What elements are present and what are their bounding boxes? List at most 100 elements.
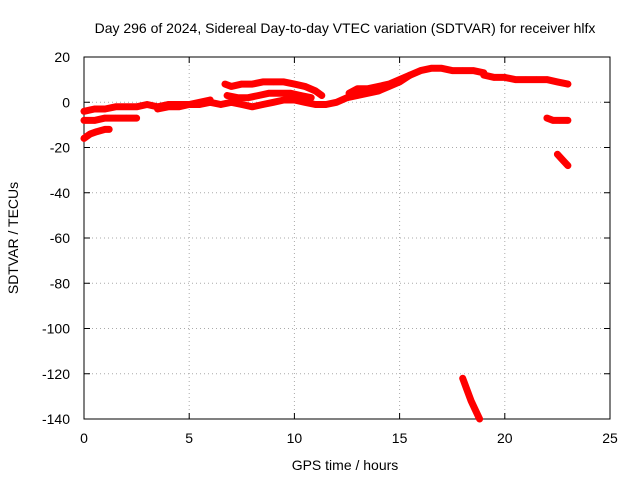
data-point [396, 76, 403, 83]
data-point [491, 74, 498, 81]
y-axis-label: SDTVAR / TECUs [5, 182, 21, 294]
data-point [238, 80, 245, 88]
data-point [87, 130, 94, 138]
data-point [385, 80, 393, 88]
y-tick-label: -80 [50, 275, 70, 291]
data-point [449, 67, 456, 74]
y-tick-label: -140 [42, 411, 70, 427]
x-tick-label: 15 [392, 430, 408, 446]
data-point [308, 94, 315, 101]
data-point [501, 74, 508, 81]
data-point [207, 96, 214, 104]
data-point [354, 85, 361, 92]
grid-lines [84, 57, 610, 419]
data-point [228, 83, 235, 90]
data-point [249, 80, 256, 88]
data-point [543, 76, 551, 83]
y-tick-label: -100 [42, 321, 70, 337]
data-point [297, 92, 304, 99]
y-tick-label: 20 [54, 49, 70, 65]
data-point [364, 85, 372, 92]
data-point [91, 117, 98, 124]
data-point [554, 151, 561, 158]
data-point [428, 65, 435, 72]
data-point [154, 105, 161, 113]
data-point [228, 99, 235, 106]
data-point [259, 101, 266, 108]
data-point [417, 67, 424, 74]
x-tick-label: 5 [185, 430, 193, 446]
data-point [333, 99, 340, 106]
data-point [80, 108, 88, 115]
data-point [249, 103, 256, 111]
x-axis-label: GPS time / hours [292, 457, 399, 473]
data-point [322, 101, 330, 108]
data-point [560, 157, 567, 165]
data-point [480, 71, 487, 79]
data-point [165, 103, 172, 111]
data-point [266, 90, 273, 97]
data-point [459, 375, 466, 382]
data-point [354, 92, 361, 99]
x-tick-label: 20 [497, 430, 513, 446]
data-point [345, 90, 353, 97]
x-tick-label: 0 [80, 430, 88, 446]
data-point [255, 92, 262, 99]
data-series-layer [80, 64, 572, 423]
data-point [122, 114, 130, 122]
data-point [291, 96, 298, 104]
data-point [276, 90, 283, 97]
x-tick-label: 10 [287, 430, 303, 446]
data-point [556, 117, 563, 124]
data-point [463, 386, 471, 393]
data-point [543, 114, 551, 122]
data-point [101, 114, 109, 122]
data-point [564, 162, 572, 169]
y-tick-label: -120 [42, 366, 70, 382]
data-point [301, 99, 309, 106]
data-point [554, 78, 561, 86]
data-point [291, 80, 298, 88]
data-point [375, 83, 382, 90]
data-point [312, 87, 319, 95]
data-point [280, 96, 288, 104]
data-point [270, 78, 277, 86]
data-point [80, 117, 88, 124]
data-point [564, 80, 572, 88]
data-point [318, 92, 325, 99]
x-tick-label: 25 [602, 430, 618, 446]
data-point [244, 94, 252, 101]
data-point [80, 135, 88, 142]
data-point [234, 94, 241, 101]
data-point [522, 76, 529, 83]
data-point [301, 83, 309, 90]
data-point [112, 103, 119, 111]
y-tick-label: -60 [50, 230, 70, 246]
y-tick-label: -40 [50, 185, 70, 201]
data-point [533, 76, 540, 83]
data-point [472, 406, 479, 414]
data-point [133, 103, 140, 111]
data-point [476, 415, 483, 423]
data-point [93, 128, 100, 135]
data-point [101, 105, 109, 113]
y-axis-ticks: 20 0 -20 -40 -60 -80 -100 -120 -140 [42, 49, 610, 427]
data-point [470, 67, 477, 74]
y-tick-label: 0 [62, 94, 70, 110]
data-point [112, 114, 119, 122]
data-point [91, 105, 98, 113]
data-point [186, 101, 193, 108]
data-point [238, 101, 245, 108]
data-point [512, 76, 519, 83]
data-point [280, 78, 288, 86]
data-point [259, 78, 266, 86]
data-point [175, 103, 182, 111]
data-point [550, 117, 557, 124]
data-point [223, 92, 231, 99]
data-point [564, 117, 572, 124]
x-axis-ticks: 0 5 10 15 20 25 [80, 57, 618, 446]
data-point [221, 80, 229, 88]
data-point [459, 67, 466, 74]
data-point [143, 101, 151, 108]
